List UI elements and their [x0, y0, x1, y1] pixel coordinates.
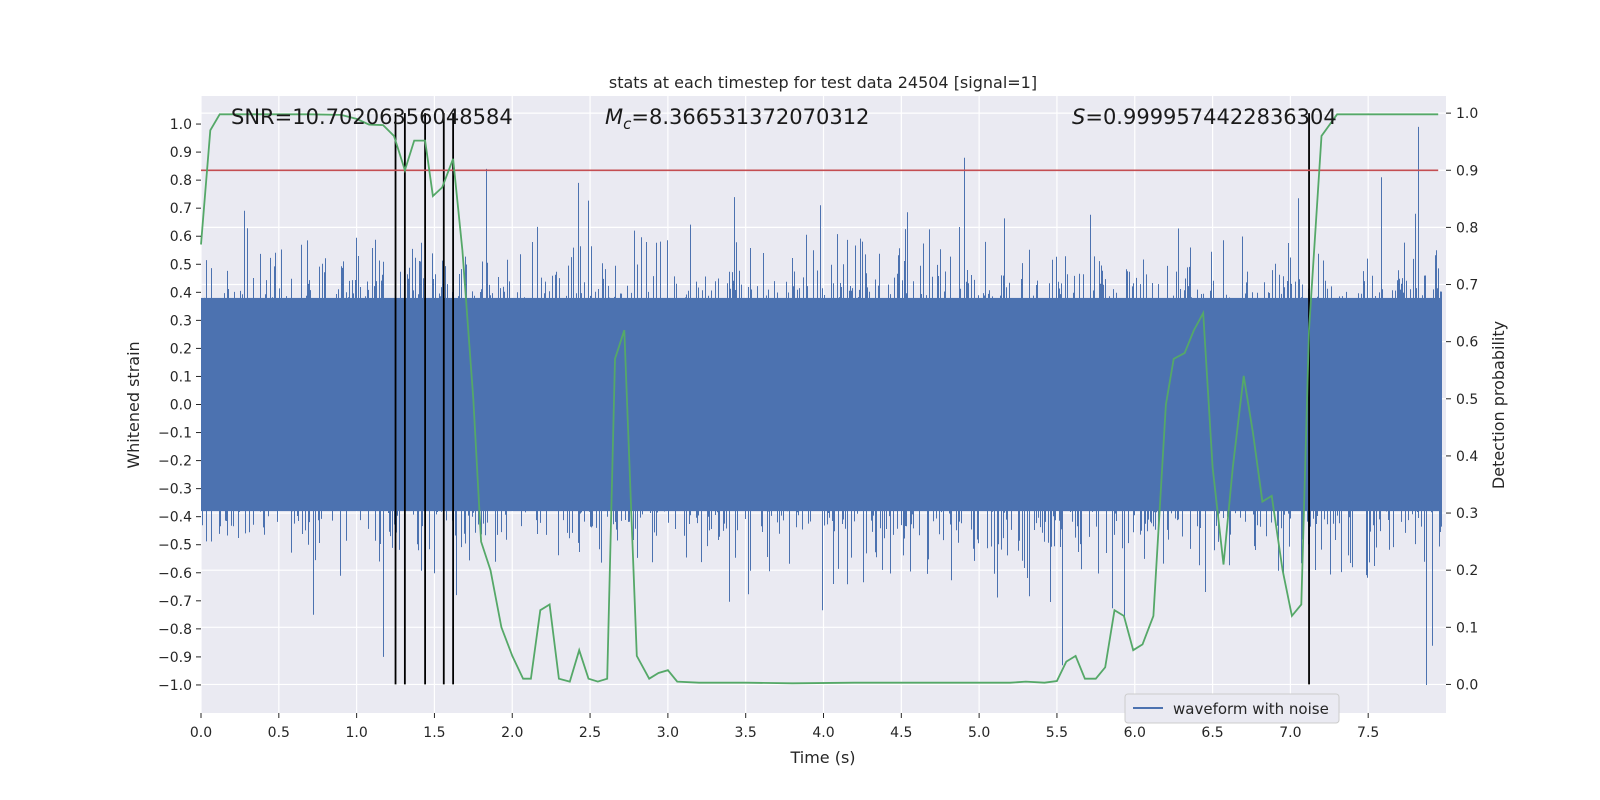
y-right-tick-label: 0.4 [1456, 449, 1478, 465]
x-tick-label: 7.5 [1357, 725, 1379, 741]
y-ticks-left: 1.0 0.9 0.8 0.7 0.6 0.5 0.4 0.3 0.2 0.1 0.0 −0.1 −0.… [158, 117, 201, 694]
waveform-dense-band [201, 297, 1442, 512]
legend-label-waveform: waveform with noise [1173, 700, 1329, 718]
y-tick-label: 0.9 [170, 145, 192, 161]
y-tick-label: −0.5 [158, 538, 192, 554]
y-tick-label: −0.9 [158, 650, 192, 666]
statistic-value: =0.9999574422836304 [1085, 105, 1336, 129]
chirp-mass-symbol: M [605, 105, 623, 129]
detection-probability-line [200, 113, 1439, 685]
y-right-tick-label: 0.1 [1456, 620, 1478, 636]
statistic-annotation: S=0.9999574422836304 [1072, 105, 1337, 129]
x-tick-label: 3.5 [735, 725, 757, 741]
y-right-tick-label: 0.3 [1456, 506, 1478, 522]
x-tick-label: 7.0 [1279, 725, 1301, 741]
y-tick-label: −0.3 [158, 482, 192, 498]
x-tick-label: 0.0 [190, 725, 212, 741]
y-tick-label: −0.8 [158, 622, 192, 638]
x-tick-label: 1.0 [345, 725, 367, 741]
y-tick-label: 0.0 [170, 398, 192, 414]
snr-annotation: SNR=10.70206356048584 [231, 105, 513, 129]
y-tick-label: −0.2 [158, 454, 192, 470]
y-right-tick-label: 0.7 [1456, 278, 1478, 294]
legend-box [1124, 693, 1340, 724]
y-tick-label: 0.1 [170, 369, 192, 385]
y-tick-label: −0.7 [158, 594, 192, 610]
x-tick-label: 4.0 [812, 725, 834, 741]
y-axis-label-left: Whitened strain [124, 341, 143, 468]
y-tick-label: 0.4 [170, 285, 192, 301]
y-tick-label: −0.6 [158, 566, 192, 582]
x-tick-label: 5.0 [968, 725, 990, 741]
y-right-tick-label: 0.2 [1456, 563, 1478, 579]
chirp-mass-value: =8.366531372070312 [631, 105, 869, 129]
y-tick-label: 0.6 [170, 229, 192, 245]
x-tick-label: 4.5 [890, 725, 912, 741]
y-right-tick-label: 0.6 [1456, 335, 1478, 351]
chirp-mass-annotation: Mc=8.366531372070312 [605, 105, 869, 133]
x-tick-label: 1.5 [423, 725, 445, 741]
statistic-symbol: S [1072, 105, 1085, 129]
y-tick-label: 0.5 [170, 257, 192, 273]
y-right-tick-label: 1.0 [1456, 106, 1478, 122]
legend: waveform with noise [1124, 693, 1340, 724]
y-right-tick-label: 0.8 [1456, 220, 1478, 236]
x-tick-label: 6.5 [1201, 725, 1223, 741]
y-tick-label: −0.1 [158, 426, 192, 442]
y-tick-label: −1.0 [158, 678, 192, 694]
x-ticks: 0.0 0.5 1.0 1.5 2.0 2.5 3.0 3.5 4.0 4.5 5.0 5.5 6.0 6… [190, 713, 1379, 741]
x-axis-label: Time (s) [789, 748, 855, 767]
x-tick-label: 6.0 [1124, 725, 1146, 741]
waveform-series [201, 126, 1442, 685]
y-tick-label: 1.0 [170, 117, 192, 133]
chirp-mass-subscript: c [623, 115, 632, 133]
x-tick-label: 3.0 [657, 725, 679, 741]
y-tick-label: 0.3 [170, 313, 192, 329]
y-right-tick-label: 0.5 [1456, 392, 1478, 408]
y-right-tick-label: 0.0 [1456, 677, 1478, 693]
x-tick-label: 0.5 [268, 725, 290, 741]
y-right-tick-label: 0.9 [1456, 163, 1478, 179]
y-axis-label-right: Detection probability [1489, 321, 1508, 489]
vertical-markers [394, 113, 1310, 685]
y-tick-label: 0.7 [170, 201, 192, 217]
x-tick-label: 2.0 [501, 725, 523, 741]
x-tick-label: 2.5 [579, 725, 601, 741]
y-ticks-right: 1.0 0.9 0.8 0.7 0.6 0.5 0.4 0.3 0.2 0.1 0.0 [1446, 106, 1478, 693]
y-tick-label: 0.2 [170, 341, 192, 357]
x-tick-label: 5.5 [1046, 725, 1068, 741]
y-tick-label: 0.8 [170, 173, 192, 189]
y-tick-label: −0.4 [158, 510, 192, 526]
chart-title: stats at each timestep for test data 245… [609, 73, 1037, 92]
